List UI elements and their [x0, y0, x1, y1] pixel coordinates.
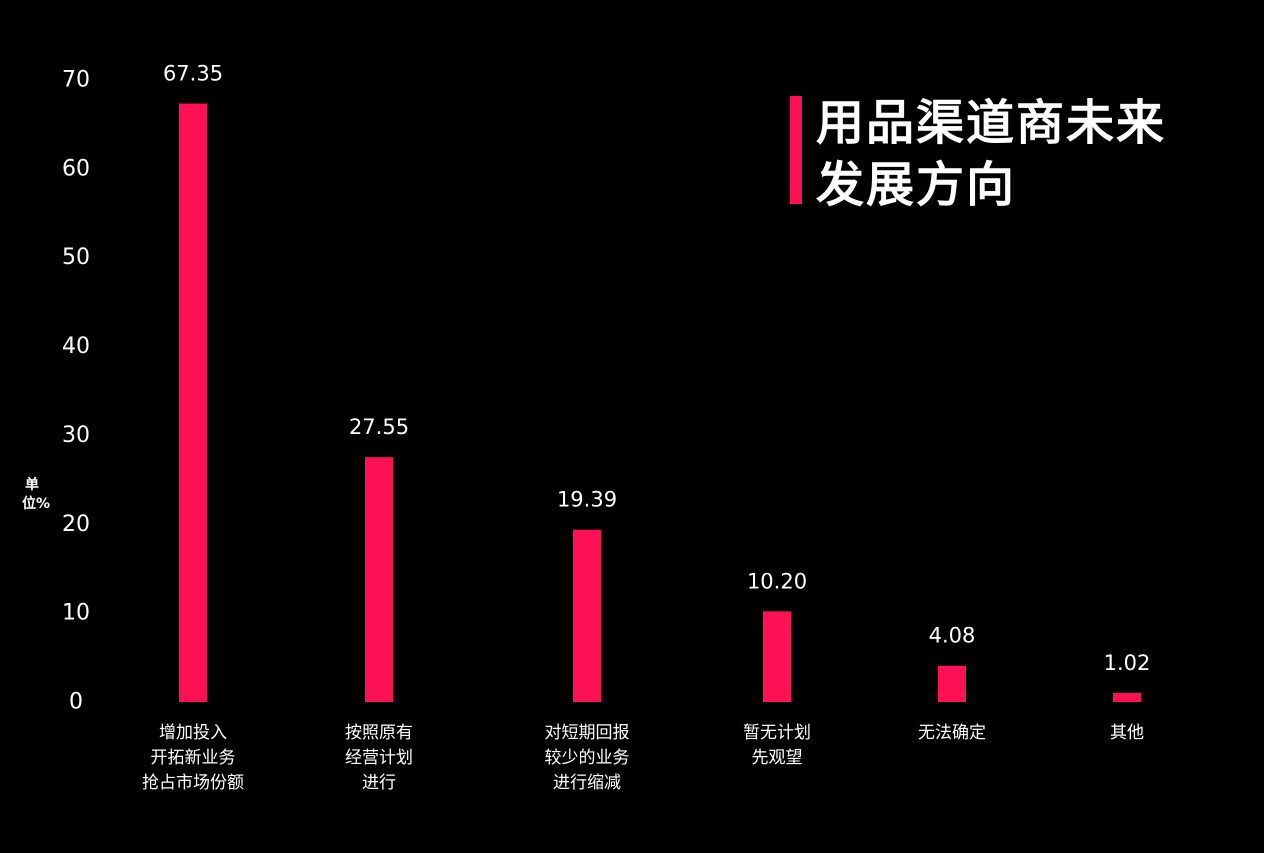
data-label: 4.08 — [929, 624, 976, 648]
data-label: 19.39 — [557, 488, 617, 512]
y-tick-label: 40 — [62, 334, 90, 359]
y-tick-label: 0 — [69, 690, 83, 715]
x-tick-label: 对短期回报 — [545, 723, 630, 743]
chart-title: 用品渠道商未来发展方向 — [816, 95, 1167, 213]
x-tick-label: 进行缩减 — [553, 773, 621, 793]
bar — [179, 103, 207, 703]
y-tick-label: 50 — [62, 245, 90, 270]
x-tick-label: 较少的业务 — [545, 748, 630, 768]
x-tick-label: 其他 — [1110, 723, 1144, 743]
y-tick-label: 30 — [62, 423, 90, 448]
title-accent-bar — [790, 96, 802, 204]
x-tick-label: 抢占市场份额 — [142, 773, 244, 793]
x-tick-label: 按照原有 — [345, 723, 413, 743]
x-tick-label: 无法确定 — [918, 723, 986, 743]
bar — [763, 611, 791, 702]
y-axis-unit-label: 单位% — [22, 477, 51, 512]
x-tick-label: 增加投入 — [159, 723, 227, 743]
bar — [365, 457, 393, 702]
x-tick-label: 开拓新业务 — [151, 748, 236, 768]
bar — [1113, 692, 1141, 702]
y-tick-label: 70 — [62, 68, 90, 93]
y-tick-label: 60 — [62, 156, 90, 181]
data-label: 1.02 — [1104, 651, 1151, 675]
data-label: 10.20 — [747, 569, 807, 593]
x-tick-label: 进行 — [362, 773, 396, 793]
y-tick-label: 10 — [62, 601, 90, 626]
bar — [938, 665, 966, 702]
x-tick-label: 暂无计划 — [743, 723, 811, 743]
bar — [573, 529, 601, 702]
x-tick-label: 经营计划 — [345, 748, 413, 768]
data-label: 27.55 — [349, 415, 409, 439]
x-tick-label: 先观望 — [752, 748, 803, 768]
y-tick-label: 20 — [62, 512, 90, 537]
data-label: 67.35 — [163, 62, 223, 86]
